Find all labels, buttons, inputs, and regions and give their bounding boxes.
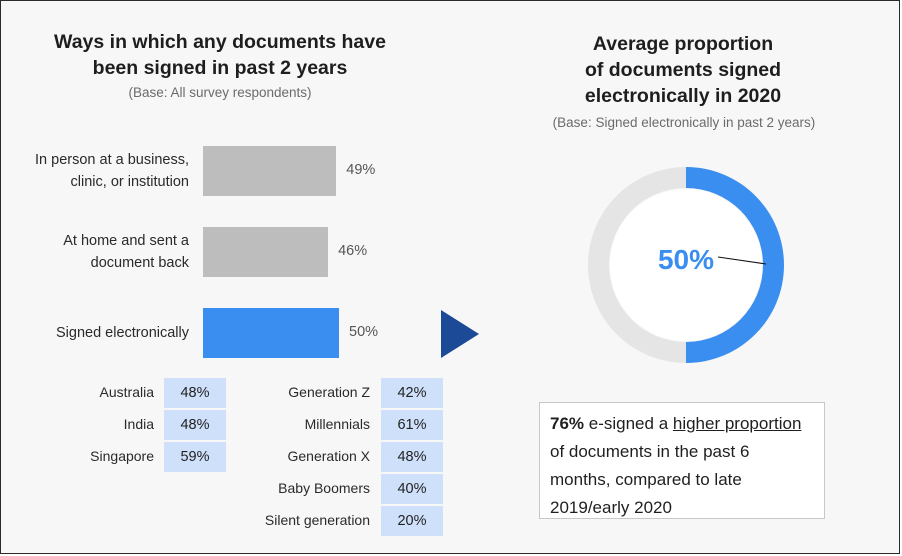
callout-text-1: e-signed a — [584, 414, 673, 433]
country-table-row-label: Australia — [99, 384, 154, 400]
left-title-line-2: been signed in past 2 years — [92, 57, 348, 79]
bar-value-label: 50% — [349, 324, 379, 340]
generation-table-row-label: Silent generation — [264, 512, 370, 528]
donut-slice-remainder — [588, 167, 686, 363]
generation-table-row-value: 42% — [381, 378, 443, 408]
play-arrow-icon — [441, 310, 479, 358]
bar-value-label: 46% — [338, 243, 368, 259]
bar — [203, 308, 339, 358]
generation-table-row-value: 20% — [381, 506, 443, 536]
right-title-line-3: electronically in 2020 — [584, 85, 782, 107]
country-table-row-value: 48% — [164, 378, 226, 408]
country-table-row-label: Singapore — [90, 448, 154, 464]
bar — [203, 146, 337, 196]
generation-table-row-label: Baby Boomers — [278, 480, 370, 496]
callout-text-2: of documents in the past 6 months, compa… — [550, 442, 750, 517]
bar-category-label-line: document back — [90, 255, 189, 271]
generation-table-row-label: Generation Z — [288, 384, 370, 400]
left-chart-title: Ways in which any documents have been si… — [21, 29, 419, 81]
bar — [203, 227, 329, 277]
donut-leader-line — [717, 256, 767, 265]
bar-category-label: Signed electronically — [11, 322, 189, 344]
generation-table-row-label: Millennials — [304, 416, 370, 432]
right-title-line-1: Average proportion — [592, 33, 774, 55]
bar-category-label-line: At home and sent a — [63, 233, 189, 249]
bar-category-label-line: clinic, or institution — [70, 174, 189, 190]
bar-value-label: 49% — [346, 162, 376, 178]
generation-table-row-label: Generation X — [287, 448, 371, 464]
country-table-row-value: 48% — [164, 410, 226, 440]
generation-table-row-value: 40% — [381, 474, 443, 504]
donut-slice-electronic — [686, 167, 784, 363]
right-chart-base-note: (Base: Signed electronically in past 2 y… — [552, 115, 816, 130]
right-chart-title: Average proportion of documents signed e… — [533, 31, 833, 109]
bar-category-label: In person at a business, clinic, or insti… — [11, 149, 189, 193]
left-chart-base-note: (Base: All survey respondents) — [128, 85, 312, 100]
bar-category-label: At home and sent a document back — [11, 230, 189, 274]
callout-stat: 76% — [550, 414, 585, 433]
donut-hole — [610, 189, 762, 341]
bar-category-label-line: Signed electronically — [56, 325, 189, 341]
donut-chart: 50% — [588, 167, 784, 363]
callout-underlined-text: higher proportion — [672, 414, 802, 433]
callout-box: 76% e-signed a higher proportion of docu… — [539, 402, 825, 519]
generation-table-row-value: 61% — [381, 410, 443, 440]
country-table-row-label: India — [123, 416, 154, 432]
right-title-line-2: of documents signed — [584, 59, 782, 81]
generation-table-row-value: 48% — [381, 442, 443, 472]
donut-center-label: 50% — [658, 244, 714, 275]
country-table-row-value: 59% — [164, 442, 226, 472]
left-title-line-1: Ways in which any documents have — [54, 31, 386, 53]
bar-category-label-line: In person at a business, — [35, 152, 189, 168]
